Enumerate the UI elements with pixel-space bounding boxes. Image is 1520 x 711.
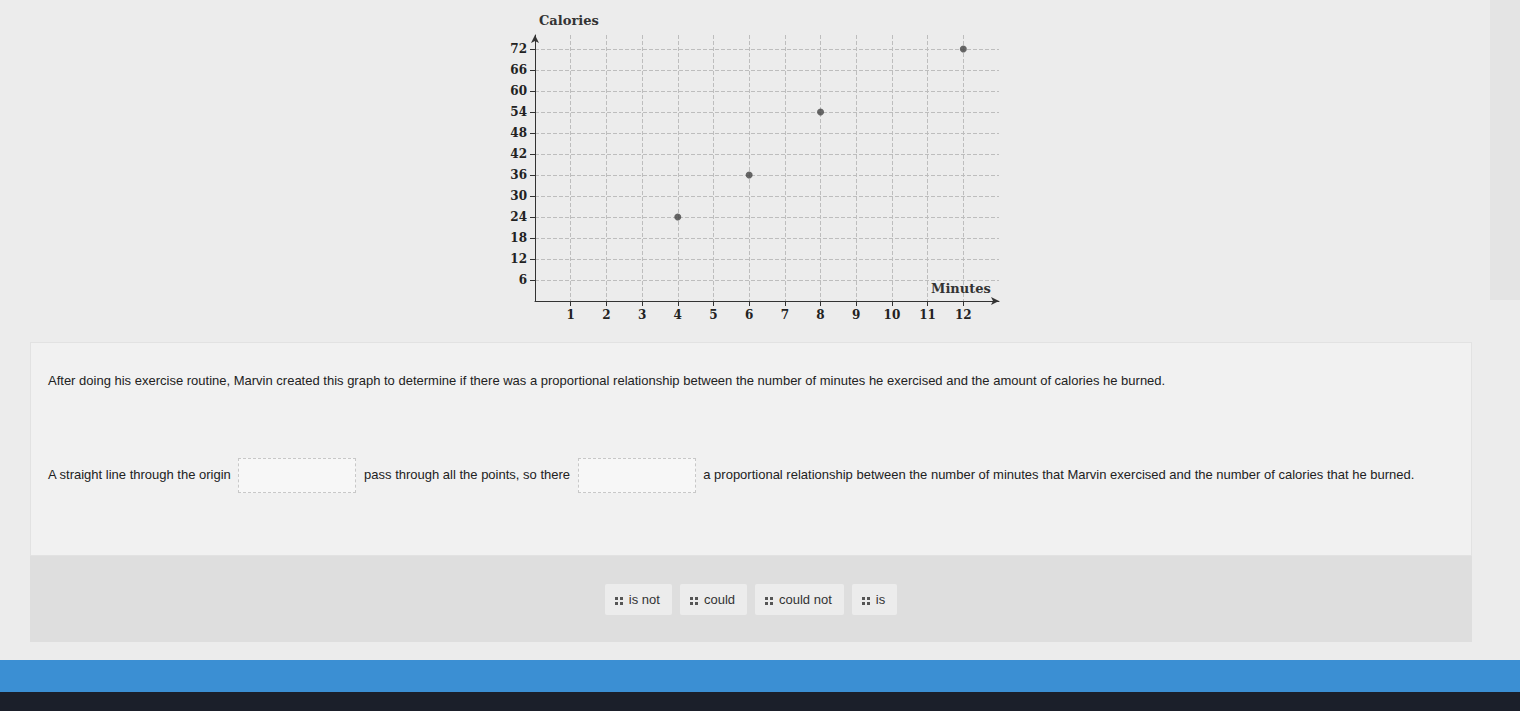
svg-text:4: 4	[674, 308, 682, 322]
html-text:a proportional relationship be: a proportional relationship between the …	[699, 467, 1415, 482]
html-text:After doing his exercise routi: After doing his exercise routine, Marvin…	[48, 373, 1166, 388]
svg-text:72: 72	[510, 42, 527, 56]
svg-text:54: 54	[510, 105, 527, 119]
svg-text:30: 30	[510, 189, 527, 203]
svg-text:Calories: Calories	[539, 13, 599, 28]
svg-text:6: 6	[745, 308, 753, 322]
svg-text:1: 1	[567, 308, 575, 322]
svg-text:3: 3	[638, 308, 646, 322]
svg-text:12: 12	[510, 252, 527, 266]
svg-text:42: 42	[510, 147, 527, 161]
svg-text:10: 10	[884, 308, 901, 322]
svg-text:24: 24	[510, 210, 527, 224]
html-text:is: is	[875, 592, 886, 607]
svg-text:48: 48	[510, 126, 527, 140]
svg-text:2: 2	[602, 308, 610, 322]
html-text:could: could	[703, 592, 735, 607]
svg-text:36: 36	[510, 168, 527, 182]
html-text:pass through all the points, s: pass through all the points, so there	[360, 467, 574, 482]
html-text:could not: could not	[779, 592, 832, 607]
svg-text:8: 8	[816, 308, 824, 322]
svg-text:11: 11	[919, 308, 936, 322]
html-text:A straight line through the or: A straight line through the origin	[48, 467, 235, 482]
svg-text:18: 18	[510, 231, 527, 245]
svg-text:66: 66	[510, 63, 527, 77]
svg-text:12: 12	[955, 308, 972, 322]
svg-text:60: 60	[510, 84, 527, 98]
svg-text:5: 5	[709, 308, 717, 322]
svg-text:9: 9	[852, 308, 860, 322]
svg-text:Minutes: Minutes	[931, 281, 991, 296]
html-text:is not: is not	[628, 592, 660, 607]
svg-text:7: 7	[781, 308, 789, 322]
svg-text:6: 6	[519, 273, 527, 287]
